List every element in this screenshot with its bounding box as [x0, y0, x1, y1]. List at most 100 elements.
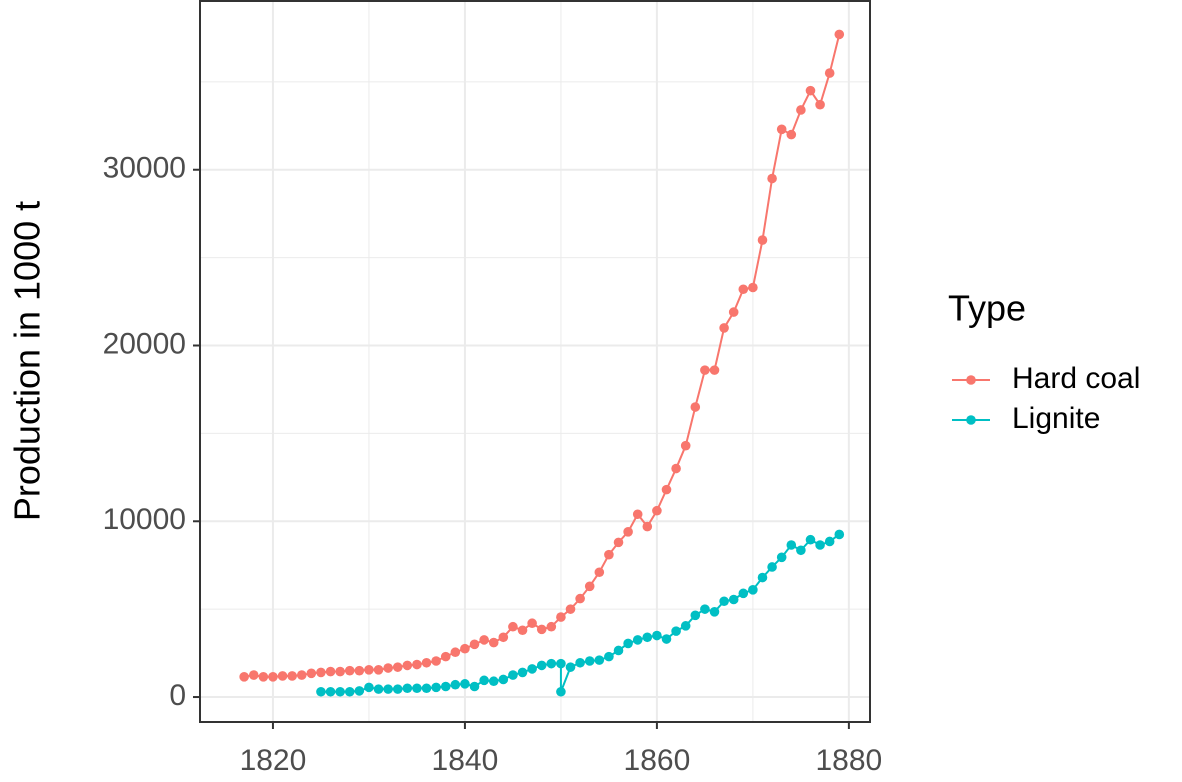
- data-point: [642, 632, 653, 643]
- data-point: [594, 655, 605, 665]
- data-point: [536, 624, 547, 635]
- data-point: [306, 668, 317, 679]
- data-point: [277, 671, 288, 681]
- data-point: [796, 105, 806, 115]
- data-point: [834, 29, 845, 40]
- data-point: [488, 676, 499, 687]
- data-point: [805, 85, 816, 96]
- data-point: [527, 618, 537, 629]
- data-point: [268, 672, 278, 682]
- data-point: [604, 549, 614, 560]
- data-point: [719, 596, 729, 607]
- data-point: [796, 545, 806, 556]
- data-point: [383, 663, 393, 673]
- data-point: [248, 670, 259, 680]
- data-point: [680, 621, 691, 631]
- data-point: [402, 683, 413, 694]
- series-line: [243, 34, 841, 678]
- legend-label: Hard coal: [1012, 362, 1140, 395]
- legend-key-point: [966, 375, 976, 385]
- data-point: [661, 634, 672, 644]
- data-point: [527, 664, 537, 674]
- data-point: [335, 686, 345, 697]
- data-point: [556, 658, 566, 669]
- data-point: [469, 681, 480, 692]
- y-axis-label: Production in 1000 t: [7, 201, 48, 521]
- data-point: [671, 463, 681, 474]
- data-point: [652, 505, 662, 516]
- x-tick-label: 1880: [816, 744, 883, 777]
- data-point: [613, 537, 624, 548]
- data-point: [565, 662, 576, 672]
- data-point: [632, 509, 643, 520]
- data-point: [440, 651, 451, 662]
- data-point: [316, 667, 326, 678]
- data-point: [536, 660, 547, 671]
- data-point: [479, 635, 489, 645]
- data-point: [757, 235, 768, 245]
- data-point: [412, 659, 422, 670]
- data-point: [354, 665, 365, 676]
- data-point: [671, 626, 681, 636]
- data-point: [450, 647, 461, 658]
- data-point: [575, 657, 585, 668]
- data-point: [498, 674, 509, 685]
- panel-border: [199, 0, 871, 723]
- data-point: [623, 638, 633, 649]
- data-point: [748, 282, 758, 293]
- data-point: [344, 686, 355, 697]
- data-point: [719, 323, 729, 333]
- data-point: [508, 670, 518, 680]
- data-point: [632, 635, 643, 645]
- data-point: [258, 672, 269, 682]
- data-point: [700, 365, 710, 375]
- data-point: [565, 604, 576, 614]
- data-point: [335, 666, 345, 677]
- data-point: [402, 660, 413, 671]
- data-point: [728, 594, 739, 605]
- data-point: [431, 656, 441, 666]
- data-point: [239, 672, 249, 682]
- data-point: [287, 671, 297, 681]
- y-tick-label: 0: [169, 679, 186, 712]
- y-tick-label: 30000: [103, 152, 186, 185]
- data-point: [680, 440, 691, 451]
- data-point: [728, 307, 739, 317]
- data-point: [460, 643, 470, 654]
- data-point: [652, 630, 662, 641]
- data-point: [690, 402, 701, 412]
- data-point: [316, 686, 326, 697]
- data-point: [815, 540, 825, 550]
- data-point: [604, 651, 614, 662]
- data-point: [469, 639, 480, 650]
- y-tick-label: 20000: [103, 327, 186, 360]
- data-point: [776, 552, 787, 563]
- data-point: [508, 621, 518, 632]
- data-point: [421, 683, 432, 694]
- data-point: [594, 567, 605, 578]
- data-point: [421, 657, 432, 668]
- data-point: [373, 684, 384, 694]
- data-point: [373, 664, 384, 675]
- data-point: [364, 682, 374, 693]
- data-point: [344, 665, 355, 676]
- data-point: [325, 686, 336, 697]
- data-point: [776, 124, 787, 135]
- data-point: [757, 572, 768, 583]
- data-point: [786, 540, 797, 550]
- data-point: [709, 606, 720, 617]
- data-point: [546, 658, 557, 669]
- data-point: [786, 129, 797, 140]
- data-point: [661, 484, 672, 495]
- data-point: [450, 679, 461, 690]
- data-point: [690, 610, 701, 621]
- legend-key-point: [966, 415, 976, 425]
- data-point: [364, 664, 374, 675]
- data-point: [296, 670, 307, 680]
- data-point: [834, 529, 845, 540]
- data-point: [575, 593, 585, 604]
- data-point: [498, 632, 509, 643]
- data-point: [556, 686, 566, 697]
